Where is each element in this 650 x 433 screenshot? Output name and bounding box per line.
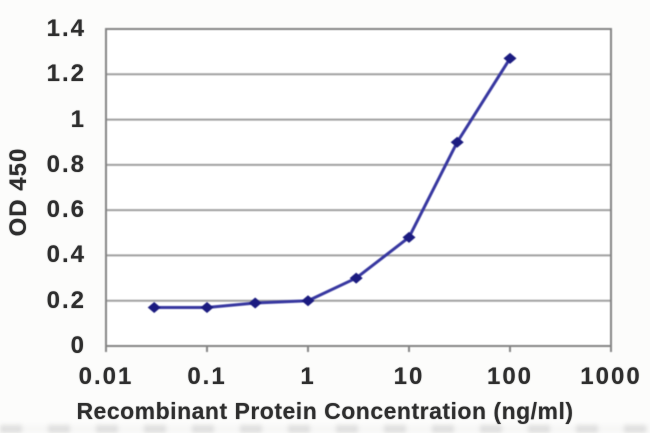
y-tick-label: 1.2 — [46, 60, 86, 88]
y-tick-label: 0.8 — [46, 150, 86, 178]
data-point-marker — [301, 295, 315, 307]
y-tick-label: 1.4 — [46, 15, 86, 42]
y-tick-label: 0 — [70, 332, 86, 359]
data-point-marker — [147, 302, 161, 314]
data-point-marker — [450, 136, 464, 148]
x-tick-label: 0.1 — [187, 363, 227, 390]
x-tick-label: 100 — [486, 363, 534, 390]
plot-border — [105, 28, 612, 347]
y-axis-title: OD 450 — [5, 147, 32, 237]
y-tick-label: 0.6 — [46, 196, 86, 224]
data-point-marker — [402, 231, 416, 243]
data-point-marker — [503, 52, 517, 64]
y-tick-label: 0.2 — [46, 286, 86, 314]
jpeg-artifact-band — [0, 425, 650, 433]
y-tick-label: 0.4 — [46, 241, 86, 269]
x-tick-label: 1 — [300, 363, 316, 390]
plot-background — [106, 29, 611, 346]
x-tick-label: 1000 — [580, 363, 642, 390]
data-point-marker — [200, 302, 214, 314]
series-line — [152, 56, 512, 310]
y-tick-label: 1 — [70, 105, 86, 133]
x-axis-title: Recombinant Protein Concentration (ng/ml… — [76, 398, 574, 424]
x-tick-label: 10 — [393, 363, 425, 390]
data-point-marker — [248, 297, 262, 309]
data-point-marker — [349, 272, 363, 284]
x-tick-label: 0.01 — [78, 363, 134, 390]
